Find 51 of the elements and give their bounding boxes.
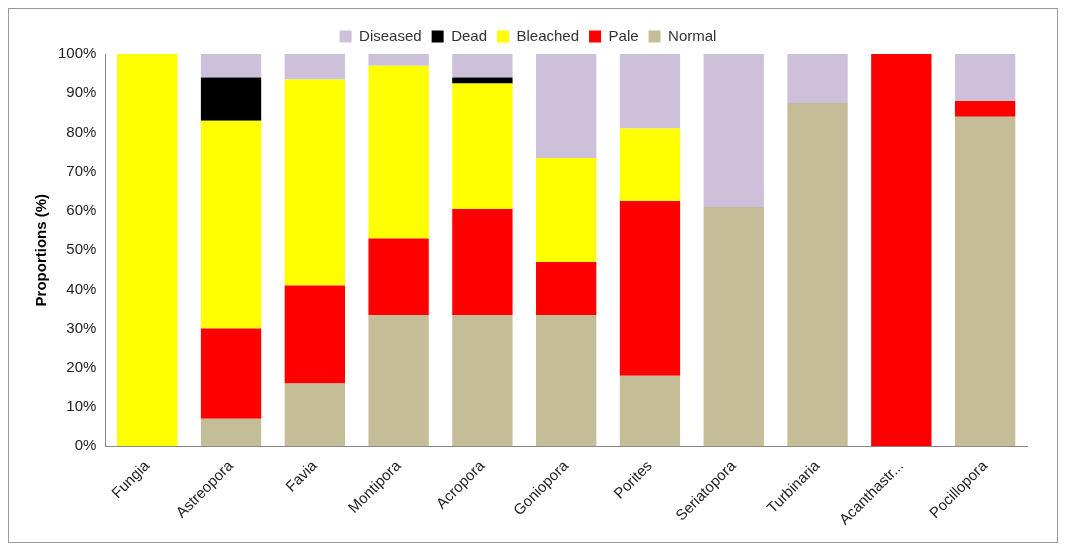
bar — [703, 207, 764, 447]
y-tick-label: 50% — [66, 240, 97, 258]
y-tick-label: 40% — [66, 279, 97, 297]
bar — [117, 54, 178, 447]
y-tick-label: 90% — [66, 83, 97, 101]
y-tick-label: 20% — [66, 357, 97, 375]
bar — [954, 116, 1016, 447]
y-tick-label: 60% — [66, 201, 97, 219]
bar — [368, 314, 429, 447]
y-tick-label: 80% — [66, 122, 97, 140]
bar — [200, 120, 262, 329]
bar — [368, 54, 429, 66]
bar — [787, 103, 848, 447]
bar — [284, 383, 345, 447]
bar — [200, 77, 262, 121]
bar — [200, 418, 262, 447]
bar — [284, 79, 345, 286]
bar — [954, 101, 1016, 117]
bar — [536, 157, 597, 262]
bar — [871, 54, 932, 447]
y-tick-label: 10% — [66, 397, 97, 415]
legend-label: Normal — [668, 26, 717, 44]
bar — [619, 54, 681, 129]
bar — [200, 54, 262, 78]
y-tick-label: 30% — [66, 318, 97, 336]
y-tick-label: 70% — [66, 161, 97, 179]
bar — [284, 285, 345, 384]
bar — [452, 314, 513, 447]
legend-label: Bleached — [516, 26, 580, 44]
bar — [452, 208, 513, 315]
bar — [619, 201, 681, 376]
bar — [954, 54, 1016, 102]
y-tick-label: 0% — [74, 436, 97, 454]
bar — [619, 128, 681, 202]
legend-label: Pale — [608, 26, 639, 44]
bar — [536, 261, 597, 315]
bar — [536, 54, 597, 158]
legend-label: Dead — [451, 26, 487, 44]
bar — [200, 328, 262, 419]
bar — [452, 54, 513, 78]
legend-label: Diseased — [359, 26, 422, 44]
y-tick-label: 100% — [57, 44, 97, 62]
bar — [536, 314, 597, 447]
bar — [703, 54, 764, 207]
bar — [368, 238, 429, 315]
y-axis-title: Proportions (%) — [32, 193, 50, 307]
bar — [284, 54, 345, 80]
bar — [787, 54, 848, 104]
bar — [619, 375, 681, 447]
bar — [368, 65, 429, 239]
bar — [452, 83, 513, 209]
